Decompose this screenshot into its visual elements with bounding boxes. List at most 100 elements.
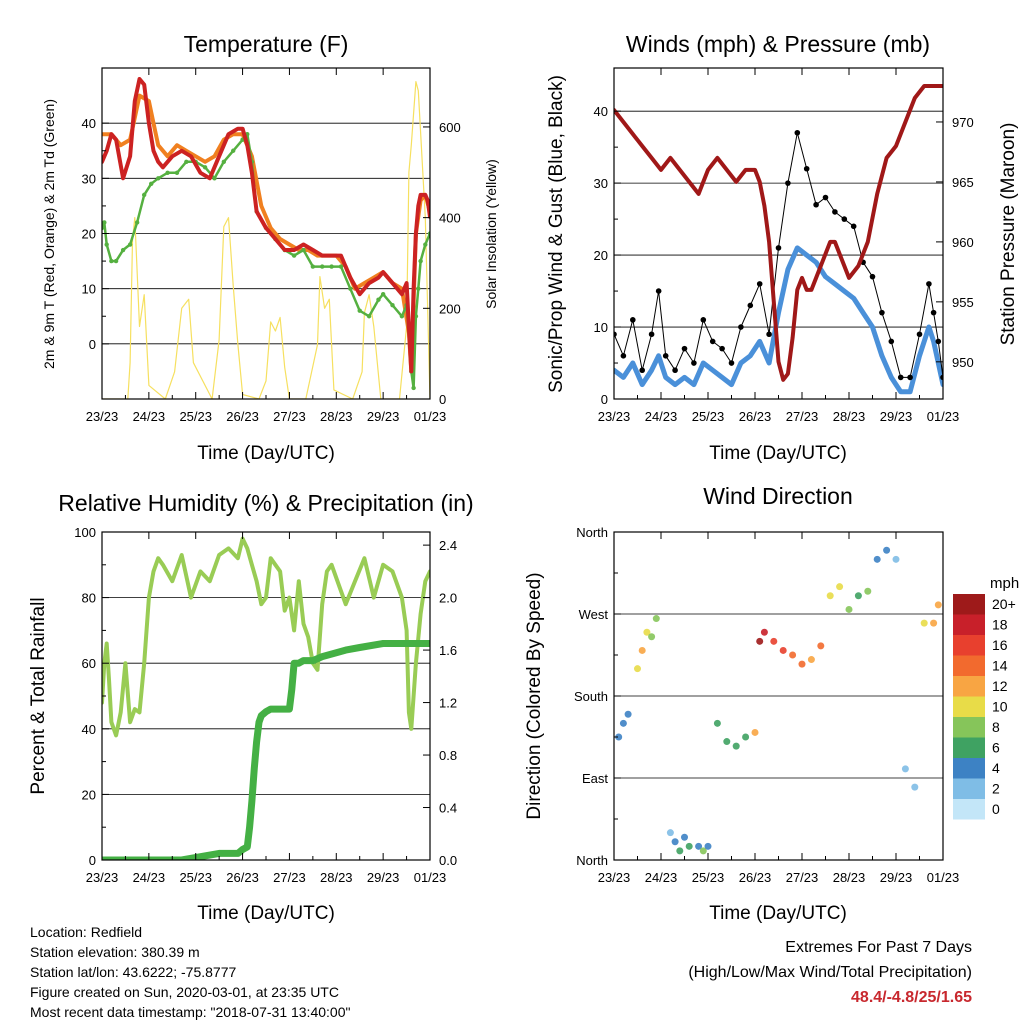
- direction-ytick-label: South: [574, 689, 608, 704]
- humidity-xtick-label: 24/23: [133, 870, 166, 885]
- gust-point: [916, 331, 923, 338]
- dewpoint-2m-point: [310, 264, 316, 269]
- temperature-xtick-label: 27/23: [273, 409, 306, 424]
- speed-legend-swatch: [953, 696, 985, 717]
- dewpoint-2m-point: [320, 264, 325, 269]
- speed-legend-swatch: [953, 758, 985, 779]
- winds-xtick-label: 27/23: [786, 409, 819, 424]
- direction-point: [779, 646, 787, 654]
- extremes-title: Extremes For Past 7 Days: [785, 939, 972, 956]
- direction-xtick-label: 23/23: [598, 870, 631, 885]
- winds-xtick-label: 24/23: [645, 409, 678, 424]
- gust-point: [756, 281, 763, 287]
- humidity-xtick-label: 25/23: [179, 870, 212, 885]
- sonic-wind-line: [614, 245, 943, 395]
- direction-xtick-label: 01/23: [927, 870, 960, 885]
- winds-y2tick-label: 950: [952, 355, 974, 370]
- gust-point: [841, 216, 848, 222]
- humidity-xtick-label: 23/23: [86, 870, 119, 885]
- dewpoint-2m-point: [109, 258, 114, 264]
- gust-point: [822, 194, 829, 201]
- temperature-ytick-label: 40: [82, 116, 96, 131]
- winds-title: Winds (mph) & Pressure (mb): [626, 31, 930, 57]
- gust-point: [930, 309, 937, 316]
- winds-xlabel: Time (Day/UTC): [709, 443, 847, 464]
- direction-point: [883, 546, 891, 554]
- direction-xlabel: Time (Day/UTC): [709, 903, 847, 924]
- gust-point: [888, 338, 895, 345]
- direction-xtick-label: 26/23: [739, 870, 772, 885]
- humidity-xtick-label: 26/23: [226, 870, 259, 885]
- dewpoint-2m-point: [301, 247, 306, 253]
- dewpoint-2m-point: [184, 159, 189, 164]
- temperature-xtick-label: 23/23: [86, 409, 119, 424]
- humidity-ytick-label: 40: [82, 722, 96, 737]
- speed-legend-swatch: [953, 778, 985, 799]
- winds-y2tick-label: 970: [952, 115, 974, 130]
- dewpoint-2m-point: [165, 170, 170, 176]
- speed-legend-label: 18: [992, 617, 1008, 633]
- temperature-xtick-label: 28/23: [320, 409, 353, 424]
- speed-legend: mph 20+ 18 16 14 12 10 8 6 4 2 0: [953, 575, 1019, 820]
- speed-legend-label: 0: [992, 801, 1000, 817]
- direction-point: [854, 592, 862, 600]
- dewpoint-2m-point: [416, 286, 421, 291]
- gust-point: [728, 360, 735, 366]
- temperature-y2tick-label: 0: [439, 392, 446, 407]
- temperature-y2tick-label: 400: [439, 211, 461, 226]
- humidity-y2tick-label: 0.8: [439, 748, 457, 763]
- speed-legend-label: 12: [992, 678, 1008, 694]
- gust-point: [681, 345, 688, 352]
- gust-point: [700, 317, 707, 323]
- gust-point: [803, 165, 810, 172]
- direction-point: [817, 642, 825, 650]
- pressure-line: [614, 84, 943, 382]
- direction-point: [760, 628, 768, 636]
- temperature-y2tick-label: 600: [439, 120, 461, 135]
- direction-point: [845, 605, 853, 613]
- temperature-ytick-label: 30: [82, 171, 96, 186]
- direction-point: [704, 842, 712, 850]
- humidity-xtick-label: 29/23: [367, 870, 400, 885]
- station-info: Location: Redfield Station elevation: 38…: [30, 922, 350, 1022]
- speed-legend-swatch: [953, 614, 985, 635]
- dewpoint-2m-point: [376, 297, 381, 302]
- direction-point: [638, 646, 646, 654]
- extremes-value: 48.4/-4.8/25/1.65: [851, 989, 972, 1006]
- winds-ytick-label: 20: [594, 248, 608, 263]
- gust-point: [897, 374, 904, 381]
- temperature-panel: Temperature (F) 23/23 24/23 25/23 26/23 27/2…: [41, 31, 499, 464]
- dewpoint-2m-point: [102, 220, 107, 225]
- speed-legend-swatch: [953, 655, 985, 676]
- dewpoint-2m-point: [399, 314, 405, 319]
- direction-series-group: [615, 546, 942, 855]
- dewpoint-2m-point: [366, 314, 372, 319]
- direction-point: [732, 742, 740, 750]
- winds-xtick-label: 26/23: [739, 409, 772, 424]
- humidity-y2tick-label: 2.0: [439, 591, 457, 606]
- winds-ytick-label: 0: [601, 392, 608, 407]
- speed-legend-unit: mph: [990, 575, 1019, 592]
- direction-point: [807, 656, 815, 664]
- direction-point: [892, 555, 900, 563]
- direction-point: [789, 651, 797, 659]
- direction-point: [648, 633, 656, 641]
- temperature-xtick-label: 24/23: [133, 409, 166, 424]
- direction-ytick-label: East: [582, 771, 608, 786]
- direction-xtick-label: 24/23: [645, 870, 678, 885]
- direction-point: [901, 765, 909, 773]
- speed-legend-swatch: [953, 635, 985, 656]
- humidity-ylabel: Percent & Total Rainfall: [28, 597, 49, 794]
- temperature-y2tick-label: 200: [439, 301, 461, 316]
- winds-ylabel: Sonic/Prop Wind & Gust (Blue, Black): [546, 75, 567, 393]
- humidity-y2tick-label: 1.2: [439, 696, 457, 711]
- speed-legend-swatch: [953, 594, 985, 615]
- direction-point: [676, 847, 684, 855]
- direction-point: [619, 719, 627, 727]
- winds-xtick-label: 25/23: [692, 409, 725, 424]
- recent-timestamp: Most recent data timestamp: "2018-07-31 …: [30, 1004, 351, 1020]
- direction-ytick-label: North: [576, 525, 608, 540]
- gust-point: [662, 353, 669, 359]
- winds-xtick-label: 29/23: [880, 409, 913, 424]
